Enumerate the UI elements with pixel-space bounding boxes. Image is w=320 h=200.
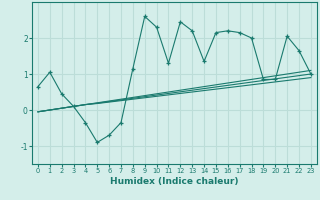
X-axis label: Humidex (Indice chaleur): Humidex (Indice chaleur) — [110, 177, 239, 186]
